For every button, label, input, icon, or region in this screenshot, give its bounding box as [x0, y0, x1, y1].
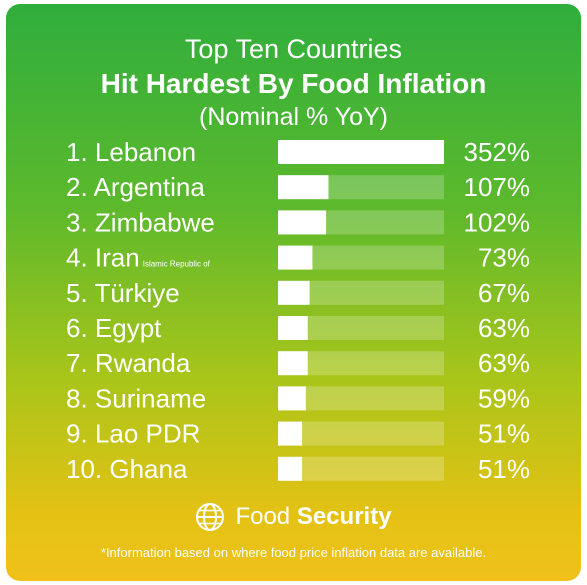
country-name: Ghana	[109, 454, 188, 484]
category-label: 7. Rwanda	[66, 348, 191, 378]
category-label: 9. Lao PDR	[66, 419, 200, 449]
category-label: 10. Ghana	[66, 454, 188, 484]
value-label: 67%	[478, 278, 530, 308]
title-line-2: Hit Hardest By Food Inflation	[100, 68, 487, 99]
bar-track	[278, 456, 444, 481]
bar	[278, 140, 444, 164]
bar	[278, 175, 329, 200]
value-label: 63%	[478, 313, 530, 343]
category-label: 6. Egypt	[66, 313, 162, 343]
category-label: 2. Argentina	[66, 172, 205, 202]
brand-name-light: Food	[235, 503, 291, 530]
rank-label: 6.	[66, 313, 95, 343]
value-label: 102%	[464, 207, 531, 237]
country-name: Suriname	[95, 383, 206, 413]
rank-label: 8.	[66, 383, 95, 413]
country-name: Lebanon	[95, 137, 196, 167]
footnote: *Information based on where food price i…	[100, 545, 487, 560]
bar	[278, 421, 303, 446]
bar-chart: 1. Lebanon 352% 2. Argentina 107% 3. Zimbabw…	[66, 137, 531, 484]
bar	[278, 456, 303, 481]
value-label: 107%	[464, 172, 531, 202]
bar	[278, 210, 327, 235]
value-label: 51%	[478, 419, 530, 449]
value-label: 51%	[478, 454, 530, 484]
rank-label: 1.	[66, 137, 95, 167]
country-name: Zimbabwe	[95, 207, 215, 237]
rank-label: 5.	[66, 278, 94, 308]
country-name: Argentina	[93, 172, 205, 202]
rank-label: 2.	[66, 172, 93, 202]
country-name: Türkiye	[94, 278, 179, 308]
country-name: Lao PDR	[95, 419, 201, 449]
brand-name: Food Security	[235, 503, 391, 531]
rank-label: 9.	[66, 419, 95, 449]
rank-label: 3.	[66, 207, 95, 237]
bar	[278, 245, 313, 270]
country-name: Egypt	[95, 313, 162, 343]
country-name: Iran	[95, 243, 140, 273]
country-suffix: Islamic Republic of	[143, 260, 211, 269]
rank-label: 7.	[66, 348, 95, 378]
infographic-card: Top Ten Countries Hit Hardest By Food In…	[6, 4, 581, 581]
category-label: 3. Zimbabwe	[66, 207, 215, 237]
category-label: 5. Türkiye	[66, 278, 180, 308]
value-label: 73%	[478, 243, 530, 273]
rank-label: 10.	[66, 454, 109, 484]
bar-track	[278, 421, 444, 446]
category-label: 4. Iran Islamic Republic of	[66, 243, 211, 273]
category-label: 1. Lebanon	[66, 137, 196, 167]
bar	[278, 280, 310, 305]
category-label: 8. Suriname	[66, 383, 206, 413]
value-label: 59%	[478, 383, 530, 413]
title-line-3: (Nominal % YoY)	[199, 103, 388, 131]
title-line-1: Top Ten Countries	[184, 34, 403, 64]
bar	[278, 316, 308, 340]
value-label: 352%	[464, 137, 531, 167]
brand-name-bold: Security	[296, 503, 392, 530]
value-label: 63%	[478, 348, 530, 378]
globe-icon	[196, 503, 225, 531]
country-name: Rwanda	[95, 348, 191, 378]
rank-label: 4.	[66, 243, 95, 273]
bar	[278, 386, 306, 411]
bar	[278, 351, 308, 376]
footer-logo: Food Security	[6, 502, 581, 532]
